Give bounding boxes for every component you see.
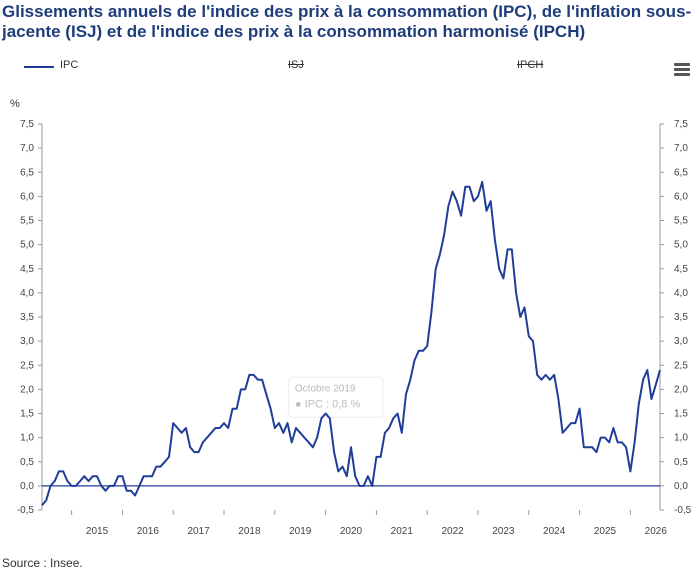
y-tick-label-right: 5,0 bbox=[674, 240, 688, 251]
y-tick-label-left: 6,0 bbox=[20, 191, 34, 202]
y-tick-label-right: -0,5 bbox=[674, 505, 692, 516]
x-tick-label: 2018 bbox=[238, 526, 261, 537]
y-tick-label-right: 4,0 bbox=[674, 288, 688, 299]
y-tick-label-left: 6,5 bbox=[20, 167, 34, 178]
y-tick-label-left: 2,5 bbox=[20, 360, 34, 371]
y-tick-label-right: 0,0 bbox=[674, 481, 688, 492]
y-axis-unit: % bbox=[10, 98, 20, 110]
y-tick-label-right: 1,5 bbox=[674, 409, 688, 420]
y-tick-label-left: 5,5 bbox=[20, 216, 34, 227]
x-tick-label: 2017 bbox=[187, 526, 210, 537]
y-tick-label-right: 5,5 bbox=[674, 216, 688, 227]
y-tick-label-right: 7,5 bbox=[674, 119, 688, 130]
y-tick-label-right: 2,0 bbox=[674, 384, 688, 395]
y-tick-label-left: 4,0 bbox=[20, 288, 34, 299]
x-tick-label: 2021 bbox=[391, 526, 414, 537]
y-tick-label-right: 0,5 bbox=[674, 457, 688, 468]
x-tick-label: 2015 bbox=[86, 526, 109, 537]
x-tick-label: 2024 bbox=[543, 526, 566, 537]
y-tick-label-left: 0,0 bbox=[20, 481, 34, 492]
y-tick-label-right: 6,0 bbox=[674, 191, 688, 202]
y-tick-label-left: 3,5 bbox=[20, 312, 34, 323]
y-tick-label-left: 2,0 bbox=[20, 384, 34, 395]
y-tick-label-right: 4,5 bbox=[674, 264, 688, 275]
x-tick-label: 2023 bbox=[492, 526, 515, 537]
y-tick-label-left: 7,5 bbox=[20, 119, 34, 130]
tooltip-box bbox=[288, 376, 384, 418]
legend-label-ipch: IPCH bbox=[517, 59, 544, 71]
y-tick-label-left: 4,5 bbox=[20, 264, 34, 275]
x-tick-label: 2016 bbox=[137, 526, 160, 537]
x-tick-label: 2020 bbox=[340, 526, 363, 537]
y-tick-label-left: -0,5 bbox=[17, 505, 35, 516]
legend-label-isj: ISJ bbox=[288, 59, 304, 71]
y-tick-label-right: 3,5 bbox=[674, 312, 688, 323]
y-tick-label-left: 3,0 bbox=[20, 336, 34, 347]
x-tick-label: 2019 bbox=[289, 526, 312, 537]
y-tick-label-left: 0,5 bbox=[20, 457, 34, 468]
x-tick-label: 2022 bbox=[441, 526, 464, 537]
tooltip-date: Octobre 2019 bbox=[295, 383, 356, 394]
y-tick-label-right: 1,0 bbox=[674, 433, 688, 444]
legend-line-ipc bbox=[24, 66, 54, 68]
y-tick-label-left: 5,0 bbox=[20, 240, 34, 251]
legend-label-ipc: IPC bbox=[60, 59, 79, 71]
y-tick-label-right: 2,5 bbox=[674, 360, 688, 371]
x-tick-label: 2026 bbox=[645, 526, 668, 537]
y-tick-label-right: 3,0 bbox=[674, 336, 688, 347]
y-tick-label-left: 1,5 bbox=[20, 409, 34, 420]
chart-title: Glissements annuels de l'indice des prix… bbox=[2, 2, 692, 41]
source-note: Source : Insee. bbox=[2, 556, 83, 570]
hamburger-menu-icon[interactable] bbox=[674, 63, 690, 77]
y-tick-label-left: 1,0 bbox=[20, 433, 34, 444]
x-tick-label: 2025 bbox=[594, 526, 617, 537]
tooltip-value: ● IPC : 0,8 % bbox=[295, 398, 361, 410]
y-tick-label-right: 6,5 bbox=[674, 167, 688, 178]
y-tick-label-left: 7,0 bbox=[20, 143, 34, 154]
series-line-ipc bbox=[41, 180, 661, 506]
y-tick-label-right: 7,0 bbox=[674, 143, 688, 154]
